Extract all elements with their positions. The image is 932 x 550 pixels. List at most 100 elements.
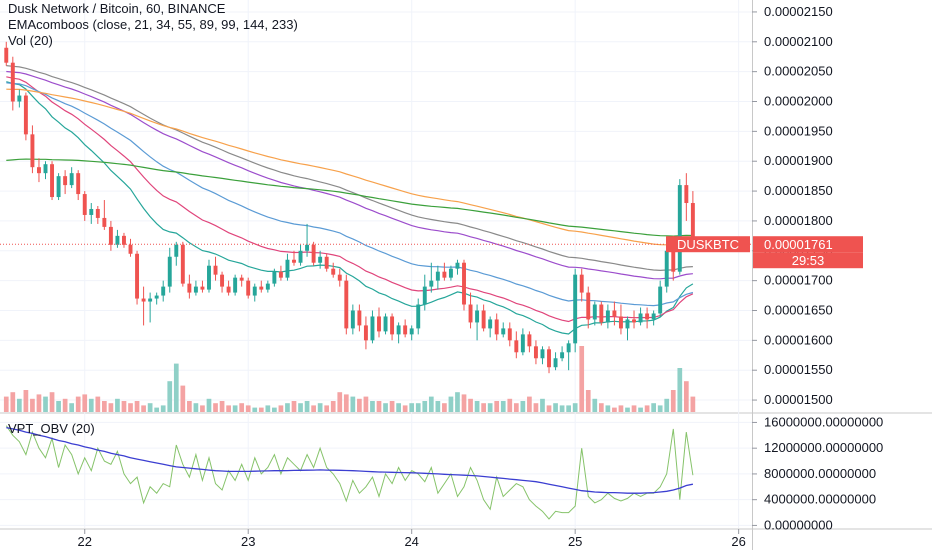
candle: [43, 161, 48, 180]
candle-body: [259, 286, 264, 290]
candle-body: [632, 319, 636, 323]
candle-body: [363, 325, 368, 341]
candle-body: [23, 95, 28, 135]
candle: [305, 223, 310, 257]
volume-bar: [527, 396, 532, 412]
candle-body: [30, 134, 35, 168]
candle-body: [95, 208, 100, 218]
volume-bar: [618, 405, 624, 412]
candle: [625, 316, 630, 341]
candle-body: [161, 286, 166, 296]
volume-bar: [49, 392, 55, 412]
candle: [50, 161, 55, 201]
candle-body: [396, 325, 401, 335]
candle-body: [507, 328, 512, 341]
volume-bar: [500, 401, 506, 412]
candle-body: [324, 256, 329, 269]
candle: [56, 173, 61, 201]
volume-bar: [670, 390, 676, 412]
candle-body: [501, 328, 506, 335]
candle: [272, 268, 277, 287]
volume-bar: [239, 403, 245, 412]
candle: [566, 340, 571, 371]
volume-bar: [494, 401, 500, 412]
time-tick-label: 26: [731, 534, 745, 549]
candle: [383, 313, 388, 335]
volume-bar: [481, 403, 486, 412]
candle: [481, 304, 486, 332]
candle-body: [174, 244, 179, 257]
candle-body: [265, 283, 270, 290]
candle-body: [285, 259, 290, 278]
candle-body: [272, 271, 277, 284]
volume-bar: [219, 401, 225, 412]
candle: [462, 259, 466, 311]
volume-bar: [30, 398, 35, 412]
candle-body: [252, 286, 257, 296]
candle-body: [350, 310, 355, 329]
candle-body: [213, 265, 218, 275]
candle-body: [671, 250, 676, 272]
volume-bar: [278, 405, 284, 412]
candle: [30, 125, 35, 174]
candle-body: [599, 304, 604, 323]
volume-bar: [206, 398, 212, 412]
volume-bar: [128, 403, 133, 412]
candle-body: [658, 286, 663, 314]
candle: [226, 280, 231, 296]
oscillator-legend: VPT_OBV (20): [8, 421, 95, 436]
volume-bar: [540, 398, 545, 412]
candle-body: [76, 173, 81, 195]
ema-233-line: [6, 158, 693, 237]
volume-bar: [415, 403, 421, 412]
candle-body: [56, 176, 61, 198]
candle-body: [377, 316, 381, 332]
volume-bar: [638, 407, 643, 412]
candles: [4, 41, 695, 374]
candle: [122, 232, 126, 248]
time-tick-label: 24: [404, 534, 418, 549]
volume-bar: [82, 394, 88, 412]
volume-bar: [690, 396, 696, 412]
candle: [390, 313, 395, 341]
volume-bar: [487, 403, 493, 412]
osc-tick-label: 0.00000000: [764, 517, 833, 532]
candle: [547, 346, 551, 374]
volume-bar: [455, 392, 460, 412]
candle: [638, 307, 643, 326]
candle-body: [122, 235, 126, 245]
candle-body: [89, 208, 94, 215]
candle: [586, 286, 591, 329]
volume-bar: [546, 405, 552, 412]
candle: [605, 304, 610, 329]
candle-body: [645, 313, 650, 320]
candle-body: [37, 167, 41, 174]
volume-bar: [442, 403, 447, 412]
candle: [520, 328, 525, 356]
candle-body: [664, 250, 669, 287]
candle-body: [115, 235, 120, 245]
candle-body: [494, 319, 499, 335]
candle: [69, 167, 74, 189]
volume-bar: [75, 396, 81, 412]
volume-bar: [572, 403, 578, 412]
price-tick-label: 0.00002150: [764, 4, 833, 19]
price-tick-label: 0.00001700: [764, 273, 833, 288]
ema-144-line: [6, 88, 693, 246]
candle-body: [226, 286, 231, 293]
candle: [95, 206, 100, 224]
price-tick-label: 0.00002000: [764, 94, 833, 109]
candle-body: [357, 310, 362, 326]
volume-bar: [154, 407, 160, 412]
price-tick-label: 0.00001600: [764, 332, 833, 347]
candle: [370, 310, 375, 344]
candle-body: [560, 352, 565, 359]
candle-body: [579, 274, 584, 293]
candle-body: [337, 274, 342, 281]
candle-body: [318, 256, 323, 263]
volume-bar: [396, 403, 401, 412]
candle-body: [481, 310, 486, 329]
